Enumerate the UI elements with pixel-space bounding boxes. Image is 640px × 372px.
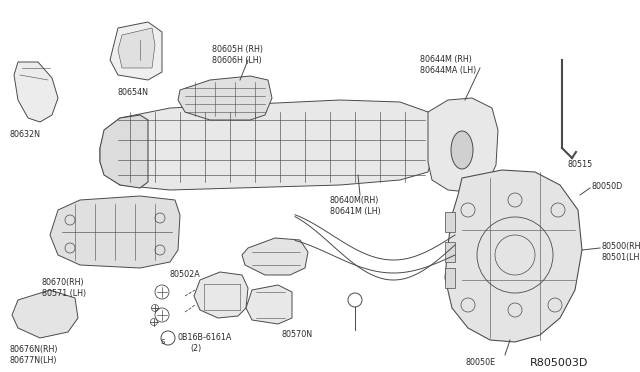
- Polygon shape: [110, 22, 162, 80]
- Text: 80571 (LH): 80571 (LH): [42, 289, 86, 298]
- Text: 80050D: 80050D: [592, 182, 623, 191]
- Polygon shape: [194, 272, 248, 318]
- Text: 80676N(RH): 80676N(RH): [10, 345, 58, 354]
- Polygon shape: [178, 76, 272, 120]
- Text: 80501(LH): 80501(LH): [602, 253, 640, 262]
- Text: 80515: 80515: [568, 160, 593, 169]
- Polygon shape: [428, 98, 498, 192]
- Polygon shape: [50, 196, 180, 268]
- Text: 80050E: 80050E: [465, 358, 495, 367]
- Ellipse shape: [451, 131, 473, 169]
- Text: 80605H (RH): 80605H (RH): [212, 45, 263, 54]
- Polygon shape: [445, 242, 455, 262]
- Text: 80654N: 80654N: [118, 88, 149, 97]
- Polygon shape: [118, 28, 155, 68]
- Text: 80606H (LH): 80606H (LH): [212, 56, 262, 65]
- Text: 80502A: 80502A: [170, 270, 201, 279]
- Polygon shape: [445, 268, 455, 288]
- Polygon shape: [100, 100, 435, 190]
- Polygon shape: [445, 170, 582, 342]
- Text: 80640M(RH): 80640M(RH): [330, 196, 380, 205]
- Text: S: S: [161, 339, 165, 345]
- Text: 80632N: 80632N: [10, 130, 41, 139]
- Polygon shape: [12, 290, 78, 338]
- Text: 80644MA (LH): 80644MA (LH): [420, 66, 476, 75]
- Polygon shape: [445, 212, 455, 232]
- Polygon shape: [14, 62, 58, 122]
- Polygon shape: [246, 285, 292, 324]
- Text: 0B16B-6161A: 0B16B-6161A: [178, 333, 232, 342]
- Text: 80570N: 80570N: [282, 330, 313, 339]
- Text: 80641M (LH): 80641M (LH): [330, 207, 381, 216]
- Polygon shape: [242, 238, 308, 275]
- Text: 80500(RH): 80500(RH): [602, 242, 640, 251]
- Text: 80644M (RH): 80644M (RH): [420, 55, 472, 64]
- Text: R805003D: R805003D: [530, 358, 588, 368]
- Text: 80677N(LH): 80677N(LH): [10, 356, 58, 365]
- Polygon shape: [100, 115, 148, 188]
- Text: 80670(RH): 80670(RH): [42, 278, 84, 287]
- Text: (2): (2): [190, 344, 201, 353]
